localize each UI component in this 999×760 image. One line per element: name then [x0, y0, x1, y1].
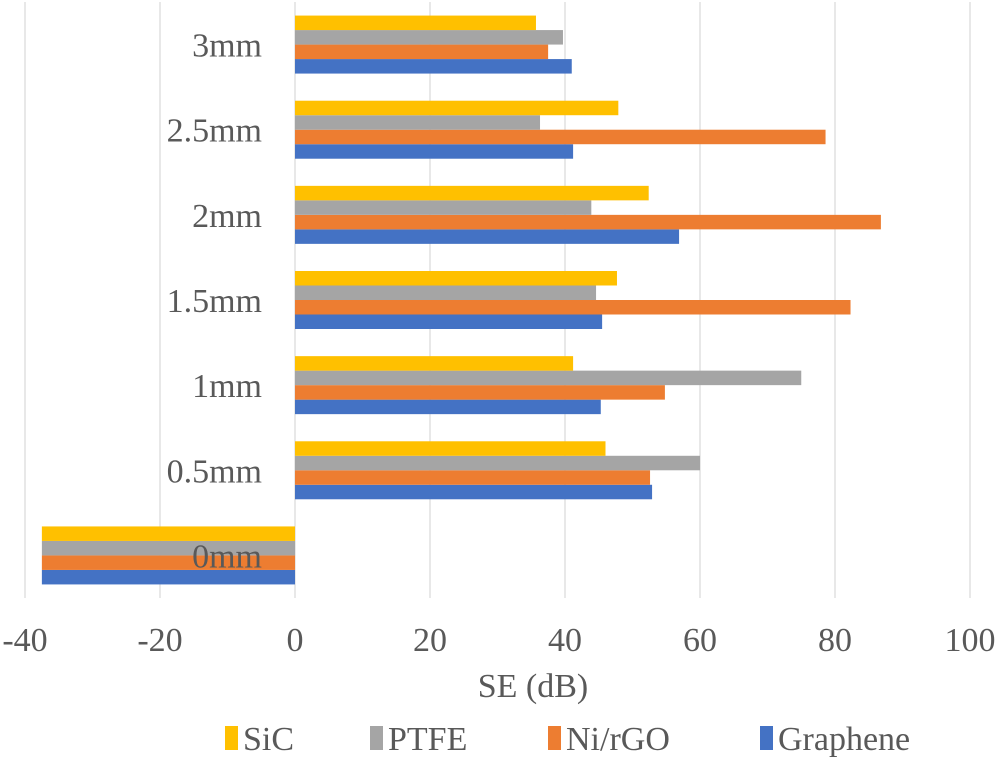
bar-ptfe-1mm: [295, 370, 802, 386]
bar-ni-rgo-2_5mm: [295, 129, 826, 145]
legend-label: PTFE: [388, 721, 467, 758]
bar-ptfe-3mm: [295, 30, 563, 45]
bar-ptfe-0mm: [41, 540, 295, 556]
bar-ni-rgo-1_5mm: [295, 300, 851, 315]
legend-label: Graphene: [778, 721, 910, 758]
bar-graphene-3mm: [295, 59, 572, 74]
category-label: 3mm: [192, 28, 262, 65]
bar-sic-2mm: [295, 185, 649, 201]
legend-swatch-sic: [225, 726, 238, 750]
legend-swatch-ptfe: [370, 726, 383, 750]
bar-sic-0mm: [41, 526, 295, 541]
x-tick-label: 100: [945, 622, 996, 659]
x-tick-label: 80: [818, 622, 852, 659]
bar-graphene-2mm: [295, 229, 680, 244]
bar-ni-rgo-0_5mm: [295, 470, 651, 485]
bar-ni-rgo-0mm: [41, 555, 295, 570]
bar-ptfe-2_5mm: [295, 115, 541, 130]
category-label: 2.5mm: [167, 113, 262, 150]
legend-label: SiC: [243, 721, 294, 758]
x-tick-label: -20: [137, 622, 182, 659]
bar-ptfe-0_5mm: [295, 455, 700, 471]
x-tick-label: 40: [548, 622, 582, 659]
legend-swatch-ni-rgo: [548, 726, 561, 750]
category-label: 0.5mm: [167, 453, 262, 490]
bar-sic-3mm: [295, 15, 536, 31]
legend-label: Ni/rGO: [566, 721, 670, 758]
bar-sic-0_5mm: [295, 441, 606, 456]
category-label: 0mm: [192, 538, 262, 575]
bar-ptfe-1_5mm: [295, 285, 597, 300]
bar-graphene-1_5mm: [295, 314, 603, 329]
x-tick-label: 60: [683, 622, 717, 659]
x-tick-label: 0: [287, 622, 304, 659]
bar-graphene-1mm: [295, 399, 601, 415]
bar-graphene-0_5mm: [295, 484, 653, 500]
category-label: 2mm: [192, 198, 262, 235]
x-axis-title: SE (dB): [478, 668, 589, 705]
x-tick-label: 20: [413, 622, 447, 659]
bar-sic-1mm: [295, 356, 574, 371]
x-tick-labels: -40 -20 0 20 40 60 80 100: [2, 622, 995, 659]
category-label: 1mm: [192, 368, 262, 405]
legend: SiC PTFE Ni/rGO Graphene: [225, 721, 910, 758]
bar-ptfe-2mm: [295, 200, 592, 215]
legend-swatch-graphene: [760, 726, 773, 750]
bar-ni-rgo-2mm: [295, 214, 881, 230]
x-tick-label: -40: [2, 622, 47, 659]
bars: [41, 15, 881, 585]
bar-sic-1_5mm: [295, 271, 617, 286]
bar-sic-2_5mm: [295, 100, 619, 116]
bar-graphene-0mm: [41, 569, 295, 585]
bar-ni-rgo-3mm: [295, 44, 549, 60]
category-label: 1.5mm: [167, 283, 262, 320]
bar-graphene-2_5mm: [295, 144, 574, 159]
category-labels: 0mm 0.5mm 1mm 1.5mm 2mm 2.5mm 3mm: [167, 28, 262, 576]
bar-ni-rgo-1mm: [295, 385, 665, 400]
